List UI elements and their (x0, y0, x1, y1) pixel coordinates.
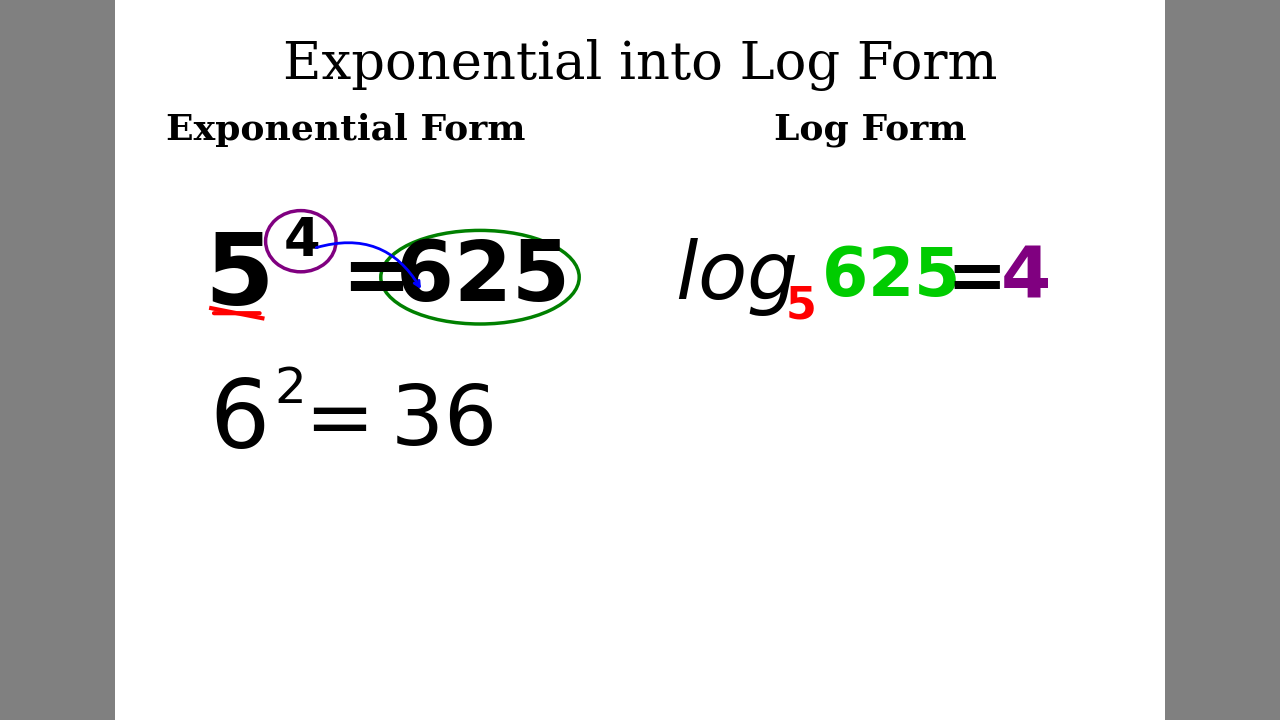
Text: $\mathbf{=}$: $\mathbf{=}$ (932, 243, 1001, 312)
Text: $\mathbf{625}$: $\mathbf{625}$ (822, 244, 957, 310)
Text: $\mathbf{5}$: $\mathbf{5}$ (785, 284, 815, 328)
Text: $\mathbf{625}$: $\mathbf{625}$ (396, 237, 564, 318)
Text: Log Form: Log Form (774, 112, 966, 147)
Text: $\mathbf{=}$: $\mathbf{=}$ (325, 237, 404, 318)
Text: $\mathbf{4}$: $\mathbf{4}$ (283, 215, 319, 267)
Text: $\mathbf{4}$: $\mathbf{4}$ (1000, 243, 1048, 312)
Text: Exponential Form: Exponential Form (166, 112, 525, 147)
Text: $\mathit{= 36}$: $\mathit{= 36}$ (288, 381, 493, 462)
Text: $\mathit{log}$: $\mathit{log}$ (675, 236, 797, 318)
Text: $\mathit{6}$: $\mathit{6}$ (209, 376, 265, 467)
Text: $\mathbf{5}$: $\mathbf{5}$ (205, 229, 269, 325)
Text: Exponential into Log Form: Exponential into Log Form (283, 39, 997, 91)
Text: $\mathit{2}$: $\mathit{2}$ (274, 365, 302, 413)
